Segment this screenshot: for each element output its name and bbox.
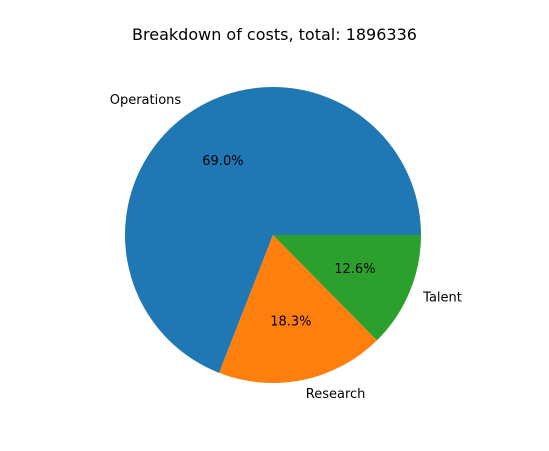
chart-title: Breakdown of costs, total: 1896336 <box>132 25 417 44</box>
percentage-label-operations: 69.0% <box>202 154 243 169</box>
percentage-label-talent: 12.6% <box>334 262 375 277</box>
category-label-operations: Operations <box>110 93 182 108</box>
pie-slices <box>125 87 422 383</box>
percentage-label-research: 18.3% <box>270 314 311 329</box>
pie-slice-research <box>219 235 377 383</box>
category-label-research: Research <box>306 387 366 402</box>
percentage-labels: 69.0% 18.3% 12.6% <box>202 154 375 329</box>
pie-slice-talent <box>273 235 421 341</box>
pie-slice-operations <box>125 87 422 373</box>
category-labels: Operations Research Talent <box>110 93 462 402</box>
category-label-talent: Talent <box>422 290 462 305</box>
